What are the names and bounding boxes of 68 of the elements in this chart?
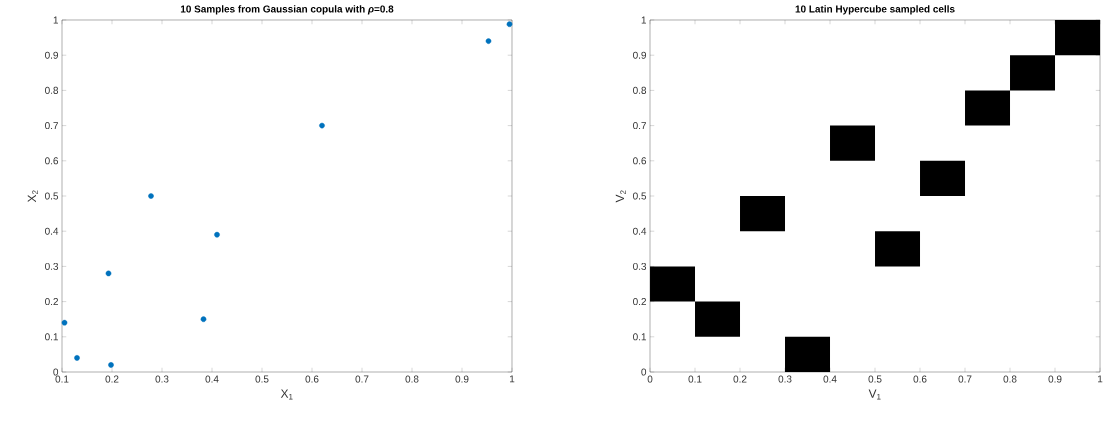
x-tick-label: 0.6 (305, 375, 319, 383)
y-tick-label: 0.9 (45, 51, 59, 59)
x-tick-label: 0.5 (255, 375, 269, 383)
x-tick-label: 0.2 (733, 375, 747, 383)
y-tick-label: 0.8 (45, 86, 59, 94)
x-axis-title: V$_{1}$ (868, 389, 881, 400)
bar (785, 336, 831, 372)
point (148, 193, 154, 199)
x-tick-label: 0.3 (155, 375, 169, 383)
point (108, 362, 114, 368)
y-tick-label: 0.6 (633, 157, 647, 165)
y-tick-label: 0.3 (633, 262, 647, 270)
y-tick-label: 0.8 (633, 86, 647, 94)
x-tick-label: 0.4 (205, 375, 219, 383)
chart-title: 10 Latin Hypercube sampled cells (795, 5, 955, 15)
x-tick-label: 0.9 (455, 375, 469, 383)
bar (1055, 20, 1101, 56)
y-tick-label: 0.7 (633, 122, 646, 130)
x-tick-label: 0.9 (1048, 375, 1062, 383)
y-tick-label: 0.4 (633, 227, 647, 235)
bar (875, 231, 921, 267)
y-axis-title: X$_{2}$ (27, 190, 38, 203)
bar (650, 266, 696, 302)
bar (965, 90, 1011, 126)
bar (740, 196, 786, 232)
x-tick-label: 0.5 (868, 375, 882, 383)
x-tick-label: 0.1 (688, 375, 702, 383)
chart-title: 10 Samples from Gaussian copula with ρ=0.8 (180, 5, 394, 15)
point (61, 319, 68, 326)
x-tick-label: 1 (509, 375, 515, 383)
y-tick-label: 0.1 (633, 333, 647, 341)
y-tick-label: 0.2 (633, 298, 646, 306)
x-tick-label: 0.3 (778, 375, 792, 383)
x-tick-label: 0 (647, 375, 653, 383)
y-tick-label: 0.4 (45, 227, 59, 235)
x-tick-label: 0.7 (355, 375, 369, 383)
point (105, 270, 112, 277)
point (200, 316, 207, 322)
x-tick-label: 1 (1098, 375, 1103, 383)
y-tick-label: 1 (53, 16, 59, 24)
x-tick-label: 0.6 (913, 375, 927, 383)
bar (830, 125, 876, 161)
y-tick-label: 0.5 (45, 192, 59, 200)
bar (1010, 55, 1056, 91)
point (319, 122, 325, 129)
y-tick-label: 0 (53, 368, 59, 376)
point (485, 38, 492, 44)
y-axis-title: V$_{2}$ (615, 190, 626, 203)
point (74, 355, 80, 361)
y-tick-label: 0.9 (633, 51, 647, 59)
x-tick-label: 0.2 (105, 375, 119, 383)
x-axis-title: X$_{1}$ (280, 389, 293, 400)
y-tick-label: 0.6 (45, 157, 59, 165)
x-tick-label: 0.4 (823, 375, 837, 383)
x-tick-label: 0.8 (405, 375, 419, 383)
y-tick-label: 0 (641, 368, 647, 376)
x-tick-label: 0.7 (958, 375, 972, 383)
point (214, 231, 220, 238)
x-tick-label: 0.8 (1003, 375, 1017, 383)
bar (695, 301, 741, 337)
bar (920, 160, 966, 196)
y-tick-label: 0.7 (45, 122, 58, 130)
y-tick-label: 0.1 (45, 333, 59, 341)
y-tick-label: 0.3 (45, 262, 59, 270)
y-tick-label: 0.5 (633, 192, 647, 200)
y-tick-label: 1 (641, 16, 647, 24)
point (506, 21, 513, 28)
y-tick-label: 0.2 (45, 298, 58, 306)
